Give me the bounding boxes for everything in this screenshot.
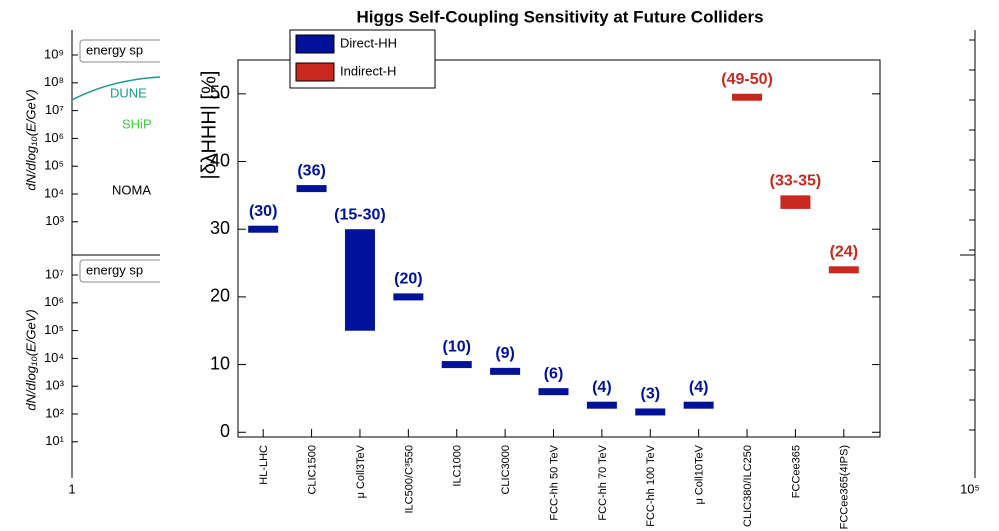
x-tick-label: CLIC1500 xyxy=(306,445,318,495)
y-tick-label: 10⁵ xyxy=(44,158,64,173)
bar xyxy=(732,93,763,101)
label: DUNE xyxy=(110,85,147,100)
bar xyxy=(490,367,521,375)
x-tick-label: 1 xyxy=(68,481,75,496)
value-label: (15-30) xyxy=(334,206,386,223)
x-tick-label: FCC-hh 100 TeV xyxy=(645,444,657,526)
bar xyxy=(296,185,327,193)
y-tick-label: 10² xyxy=(45,405,64,420)
value-label: (4) xyxy=(689,379,709,396)
y-tick-label: 40 xyxy=(210,150,230,170)
value-label: (4) xyxy=(592,379,612,396)
x-tick-label: ILC500/C³550 xyxy=(403,445,415,514)
x-tick-label: μ Coll10TeV xyxy=(694,444,706,504)
bar xyxy=(683,401,714,409)
background-figure: energy sp energy sp DUNE SHiP NOMA dN/dl… xyxy=(23,30,980,496)
x-tick-label: FCCee365(4IPS) xyxy=(839,445,851,529)
x-tick-label: μ Coll3TeV xyxy=(355,444,367,498)
bar xyxy=(344,229,375,331)
label: NOMA xyxy=(112,182,151,197)
x-tick-label: HL-LHC xyxy=(258,445,270,485)
x-tick-label: FCC-hh 70 TeV xyxy=(597,444,609,520)
value-label: (20) xyxy=(394,271,422,288)
bar xyxy=(248,225,279,233)
y-tick-label: 10⁴ xyxy=(44,185,64,200)
y-tick-label: 20 xyxy=(210,286,230,306)
y-axis-label: |δλHHH| [%] xyxy=(198,71,220,180)
y-label: dN/dlog₁₀(E/GeV) xyxy=(23,89,38,190)
y-tick-label: 10⁶ xyxy=(44,130,64,145)
y-tick-label: 0 xyxy=(220,421,230,441)
bar xyxy=(828,266,859,274)
legend-label: Direct-HH xyxy=(340,35,397,50)
plot-frame xyxy=(237,59,881,438)
value-label: (33-35) xyxy=(770,173,822,190)
legend-title: energy sp xyxy=(86,42,143,57)
legend-label: Indirect-H xyxy=(340,63,396,78)
value-label: (9) xyxy=(495,345,515,362)
y-tick-label: 10⁷ xyxy=(45,102,64,117)
y-tick-label: 50 xyxy=(210,83,230,103)
y-tick-label: 10 xyxy=(210,353,230,373)
value-label: (6) xyxy=(544,365,564,382)
y-tick-label: 10⁴ xyxy=(44,350,64,365)
legend-swatch xyxy=(295,34,335,54)
y-tick-label: 10³ xyxy=(45,378,64,393)
x-tick-label: FCCee365 xyxy=(790,445,802,498)
bar xyxy=(635,408,666,416)
y-tick-label: 30 xyxy=(210,218,230,238)
chart-title: Higgs Self-Coupling Sensitivity at Futur… xyxy=(356,7,763,26)
x-tick-label: FCC-hh 50 TeV xyxy=(548,444,560,520)
y-tick-label: 10⁵ xyxy=(44,322,64,337)
x-tick-label: 10⁵ xyxy=(960,481,980,496)
legend-swatch xyxy=(295,62,335,82)
x-tick-label: CLIC380/ILC250 xyxy=(742,445,754,527)
value-label: (49-50) xyxy=(721,71,773,88)
bar xyxy=(393,293,424,301)
y-tick-label: 10³ xyxy=(45,213,64,228)
value-label: (30) xyxy=(249,203,277,220)
bar xyxy=(780,195,811,209)
value-label: (36) xyxy=(297,162,325,179)
value-label: (10) xyxy=(443,338,471,355)
x-tick-label: CLIC3000 xyxy=(500,445,512,495)
value-label: (3) xyxy=(640,386,660,403)
bar xyxy=(441,361,472,369)
x-tick-label: ILC1000 xyxy=(452,445,464,487)
bar xyxy=(538,388,569,396)
value-label: (24) xyxy=(830,244,858,261)
legend: Direct-HH Indirect-H xyxy=(289,29,436,89)
bar xyxy=(586,401,617,409)
y-tick-label: 10⁸ xyxy=(44,74,64,89)
y-tick-label: 10⁹ xyxy=(44,46,64,61)
curve xyxy=(71,76,161,101)
y-tick-label: 10⁶ xyxy=(44,294,64,309)
y-label: dN/dlog₁₀(E/GeV) xyxy=(23,309,38,410)
legend-title: energy sp xyxy=(86,262,143,277)
y-tick-label: 10¹ xyxy=(45,433,64,448)
label: SHiP xyxy=(122,116,152,131)
y-tick-label: 10⁷ xyxy=(45,266,64,281)
